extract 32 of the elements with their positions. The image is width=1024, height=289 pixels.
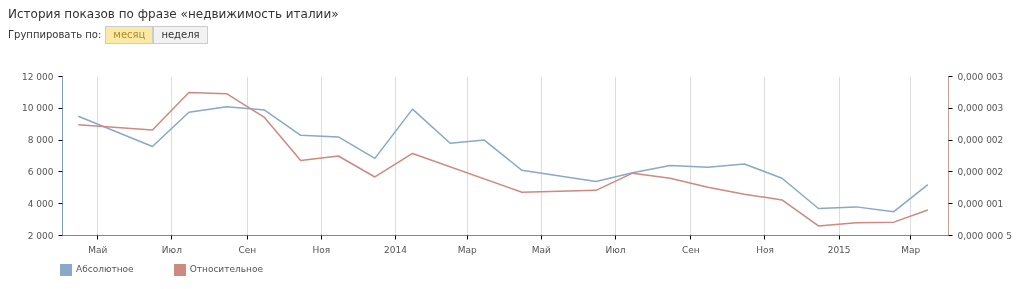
x-tick-label: Июл [161,244,182,255]
x-tick-label: Сен [681,244,700,255]
y-tick-label: 10 000 [22,103,54,114]
legend-label: Относительное [189,264,263,275]
y2-tick-label: 0,000 001 [957,198,1004,209]
y-tick-label: 4 000 [27,198,54,209]
line-series [77,91,929,227]
text: месяц [105,26,154,45]
y2-tick-label: 0,000 003 [957,71,1004,82]
line-series [77,105,929,213]
y2-tick-label: 0,000 002 [957,135,1004,146]
x-tick-label: Сен [238,244,257,255]
legend-label: Абсолютное [76,264,134,275]
x-tick-label: 2014 [384,244,408,255]
x-tick-label: Мар [901,244,921,255]
x-tick-label: Мар [457,244,477,255]
x-tick-label: Ноя [756,244,774,255]
y2-tick-label: 0,000 000 5 [957,230,1012,241]
x-tick-label: Май [88,244,108,255]
y2-tick-label: 0,000 002 [957,166,1004,177]
text: Группировать по: [8,29,102,40]
y-tick-label: 2 000 [27,230,54,241]
y-tick-label: 8 000 [27,135,54,146]
x-tick-label: Июл [605,244,626,255]
y2-tick-label: 0,000 003 [957,103,1004,114]
y-tick-label: 6 000 [27,166,54,177]
y-tick-label: 12 000 [22,71,54,82]
x-tick-label: Май [531,244,552,255]
text: неделя [153,26,208,45]
x-tick-label: Ноя [312,244,331,255]
chart-title: История показов по фразе «недвижимость италии» [7,6,339,23]
x-tick-label: 2015 [827,244,851,255]
